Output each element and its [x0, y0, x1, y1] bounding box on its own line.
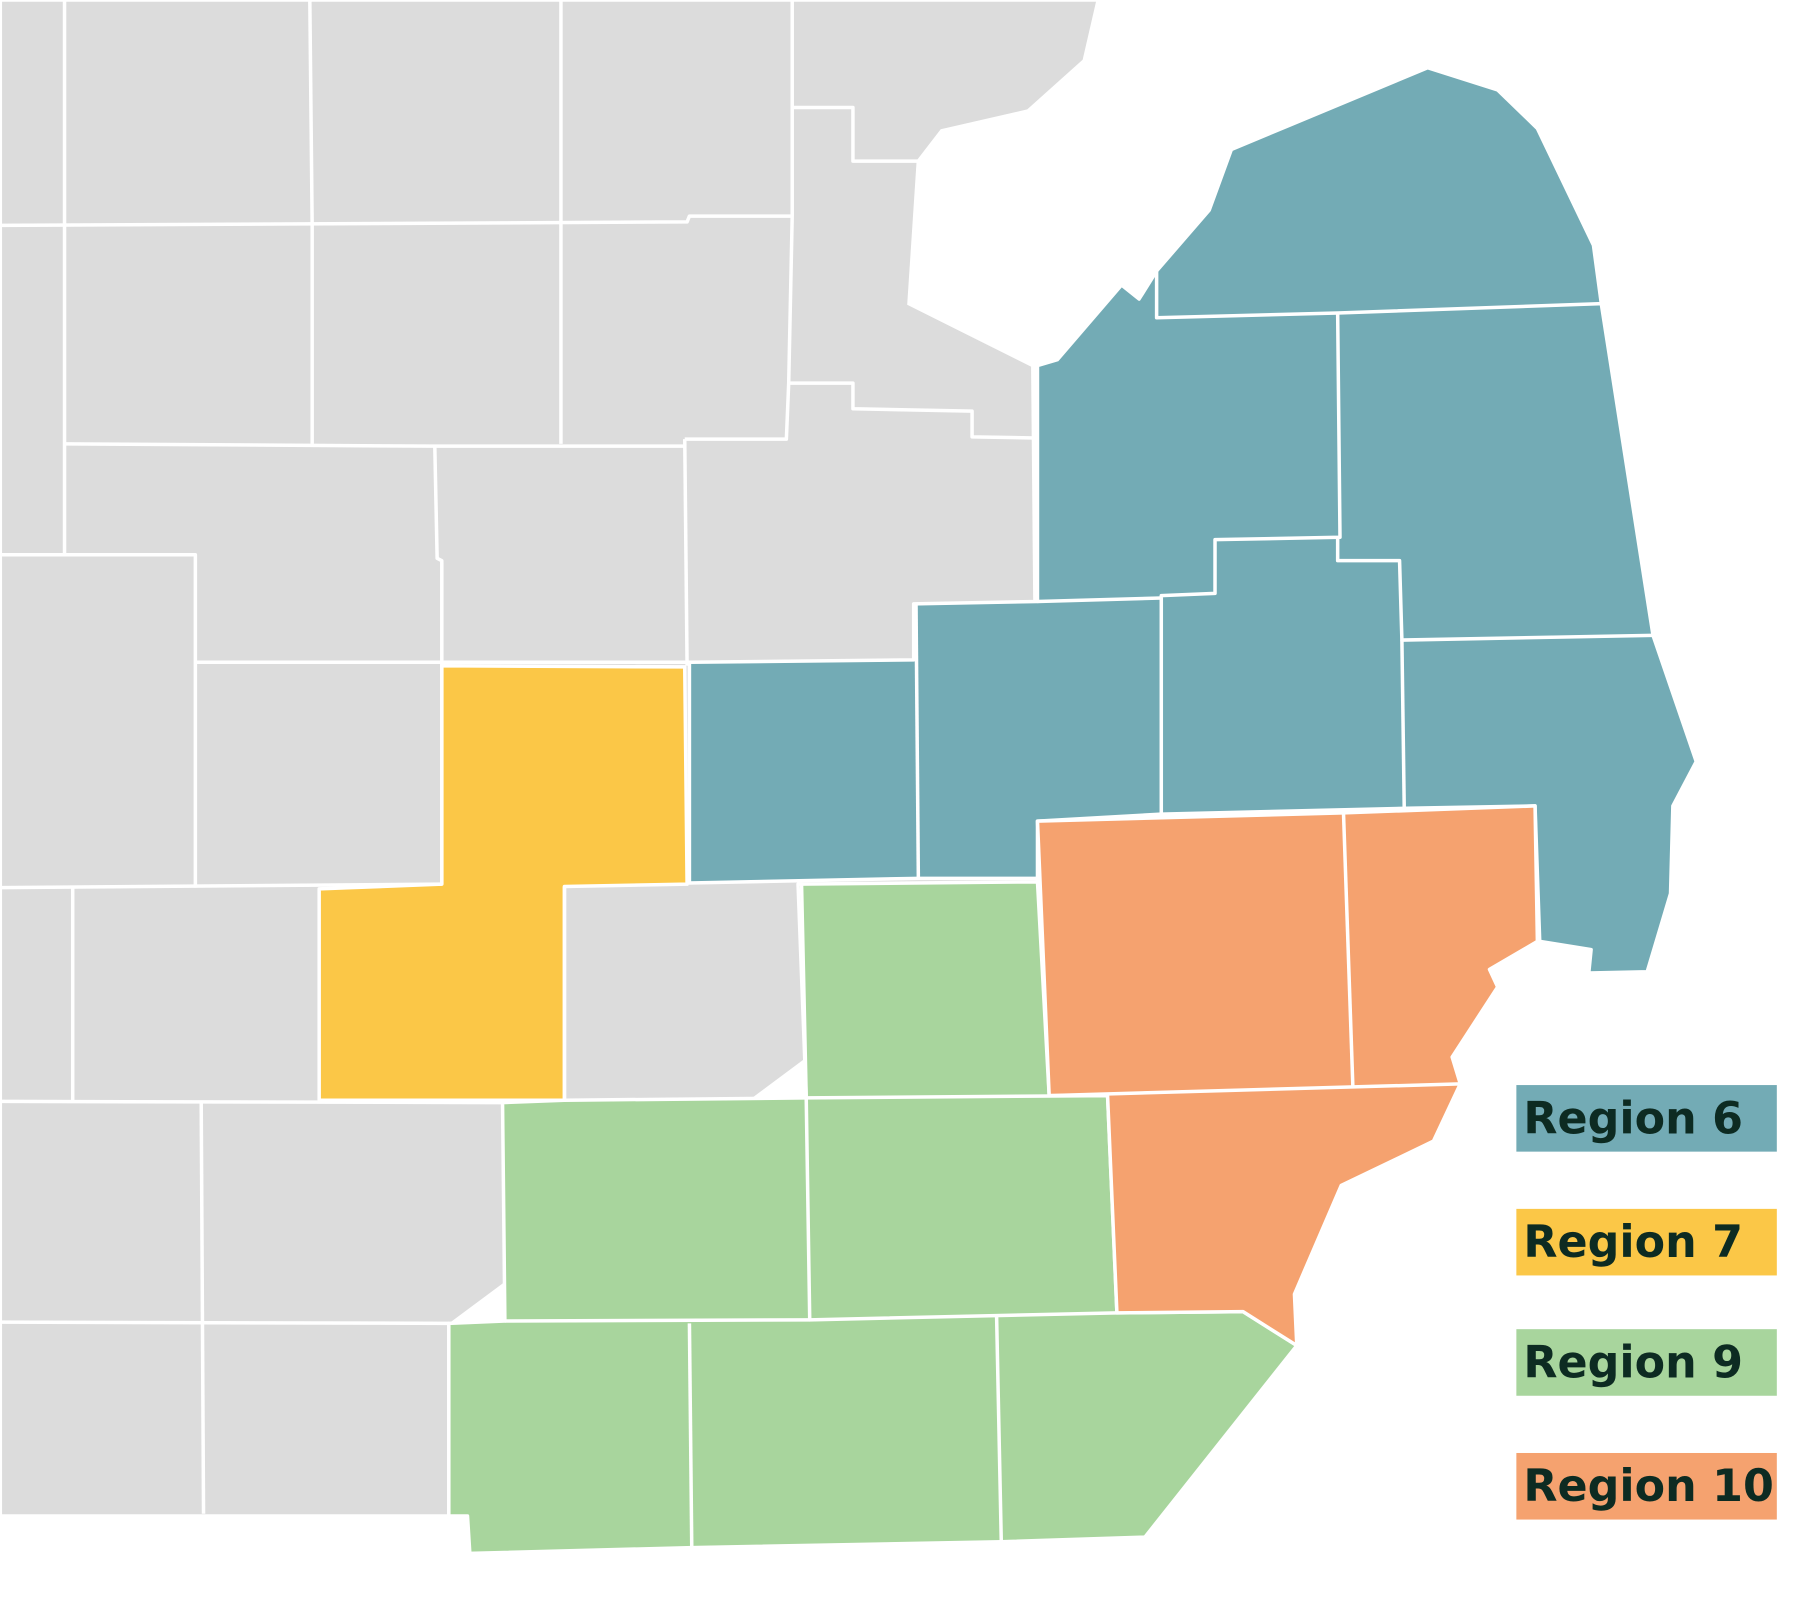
legend: Region 6 Region 7 Region 9 Region 10 [1516, 1085, 1777, 1520]
legend-label: Region 6 [1523, 1093, 1743, 1144]
legend-label: Region 10 [1523, 1461, 1774, 1512]
region-6-area [687, 65, 1698, 975]
legend-label: Region 9 [1523, 1337, 1743, 1388]
county-lines [0, 0, 1653, 1548]
region-10-area [1035, 804, 1540, 1348]
legend-label: Region 7 [1523, 1217, 1743, 1268]
legend-swatch [1516, 1329, 1777, 1396]
legend-swatch [1516, 1452, 1777, 1520]
legend-swatch [1516, 1085, 1777, 1152]
legend-swatch [1516, 1208, 1777, 1276]
